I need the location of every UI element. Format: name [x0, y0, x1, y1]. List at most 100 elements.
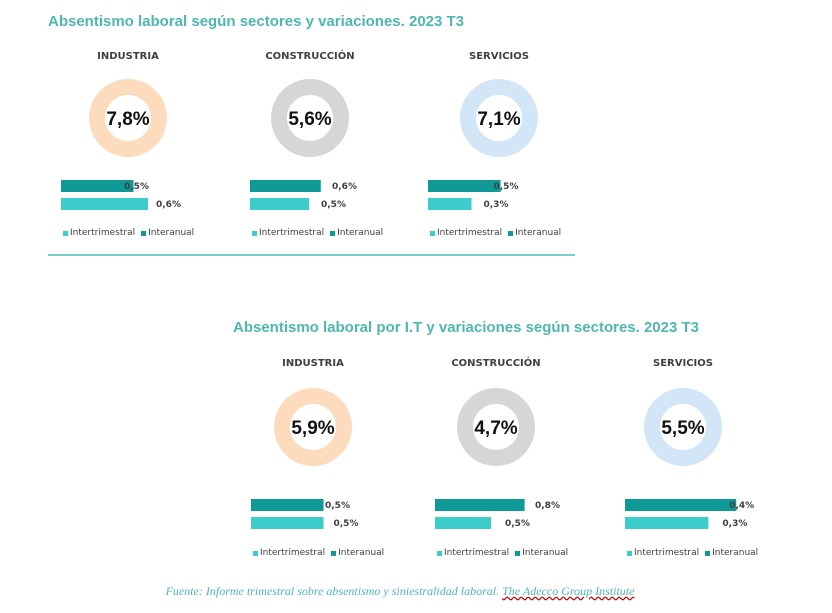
chart-2-industria-bar-interanual — [251, 499, 324, 511]
chart-1-industria-label-intertrimestral: 0,6% — [156, 200, 181, 210]
legend-item-interanual: Interanual — [141, 228, 194, 238]
legend-item-intertrimestral: Intertrimestral — [437, 548, 509, 558]
chart-1-servicios-label-interanual: 0,5% — [494, 182, 519, 192]
chart-1-servicios-bars: 0,5% 0,3% — [428, 180, 519, 210]
chart-2-construccion-bar-intertrimestral — [435, 517, 491, 529]
chart-1-construccion-label-intertrimestral: 0,5% — [321, 200, 346, 210]
chart-2-servicios-donut: 5,5% — [644, 388, 722, 466]
chart-1-servicios-bar-intertrimestral — [428, 198, 472, 210]
source-footer: Fuente: Informe trimestral sobre absenti… — [0, 584, 800, 599]
chart-2-title: Absentismo laboral por I.T y variaciones… — [233, 319, 700, 336]
legend-swatch-intertrimestral — [63, 230, 68, 236]
chart-1-construccion-bar-intertrimestral — [250, 198, 309, 210]
legend-label-intertrimestral: Intertrimestral — [634, 548, 700, 558]
chart-2-servicios-label-intertrimestral: 0,3% — [722, 519, 747, 529]
chart-2-servicios-bar-intertrimestral — [625, 517, 709, 529]
chart-1-servicios-donut: 7,1% — [460, 79, 538, 157]
legend-swatch-intertrimestral — [253, 550, 258, 556]
section-divider — [48, 254, 575, 256]
chart-2-construccion-legend: Intertrimestral Interanual — [437, 548, 568, 558]
legend-item-intertrimestral: Intertrimestral — [63, 228, 135, 238]
chart-2-industria-bar-intertrimestral — [251, 517, 324, 529]
chart-1-industria-bar-interanual — [61, 180, 134, 192]
chart-2-construccion-bar-interanual — [435, 499, 525, 511]
chart-1-industria-bars: 0,5% 0,6% — [61, 180, 181, 210]
legend-swatch-intertrimestral — [252, 230, 257, 236]
legend-item-interanual: Interanual — [331, 548, 384, 558]
chart-1-industria-donut: 7,8% — [89, 79, 167, 157]
chart-1-industria-rate-label: 7,8% — [106, 109, 149, 130]
legend-item-intertrimestral: Intertrimestral — [253, 548, 325, 558]
chart-1-industria-label-interanual: 0,5% — [124, 182, 149, 192]
legend-swatch-interanual — [330, 230, 336, 236]
legend-swatch-intertrimestral — [437, 550, 442, 556]
legend-label-intertrimestral: Intertrimestral — [260, 548, 326, 558]
chart-1-construccion-bars: 0,6% 0,5% — [250, 180, 357, 210]
legend-label-intertrimestral: Intertrimestral — [444, 548, 510, 558]
chart-1-industria-sector-title: INDUSTRIA — [97, 51, 159, 62]
legend-item-intertrimestral: Intertrimestral — [430, 228, 502, 238]
legend-label-intertrimestral: Intertrimestral — [259, 228, 325, 238]
chart-2-industria-donut: 5,9% — [274, 388, 352, 466]
legend-item-intertrimestral: Intertrimestral — [627, 548, 699, 558]
legend-item-interanual: Interanual — [515, 548, 568, 558]
legend-label-interanual: Interanual — [712, 548, 759, 558]
legend-label-intertrimestral: Intertrimestral — [70, 228, 136, 238]
chart-1-construccion-sector-title: CONSTRUCCIÓN — [265, 51, 355, 62]
chart-1-industria-legend: Intertrimestral Interanual — [63, 228, 194, 238]
footer-source-institute: The Adecco Group Institute — [502, 584, 635, 598]
chart-2-servicios-sector-title: SERVICIOS — [653, 358, 713, 369]
legend-swatch-intertrimestral — [430, 230, 435, 236]
legend-swatch-interanual — [141, 230, 147, 236]
chart-2-servicios-label-interanual: 0,4% — [729, 501, 754, 511]
chart-1-construccion-label-interanual: 0,6% — [332, 182, 357, 192]
legend-swatch-interanual — [705, 550, 711, 556]
legend-swatch-intertrimestral — [627, 550, 632, 556]
chart-2-industria-donut-ring — [274, 388, 352, 466]
footer-source-text: Fuente: Informe trimestral sobre absenti… — [165, 584, 503, 598]
chart-2-servicios-bar-interanual — [625, 499, 737, 511]
chart-2-construccion-sector-title: CONSTRUCCIÓN — [451, 358, 541, 369]
chart-2-industria-label-interanual: 0,5% — [325, 501, 350, 511]
chart-1-title: Absentismo laboral según sectores y vari… — [48, 13, 465, 30]
legend-label-interanual: Interanual — [337, 228, 384, 238]
chart-2-construccion-rate-label: 4,7% — [474, 418, 517, 439]
legend-label-interanual: Interanual — [148, 228, 195, 238]
chart-2-servicios-bars: 0,4% 0,3% — [625, 499, 754, 529]
legend-label-interanual: Interanual — [338, 548, 385, 558]
chart-2-construccion-label-interanual: 0,8% — [535, 501, 560, 511]
chart-2-industria-label-intertrimestral: 0,5% — [334, 519, 359, 529]
chart-2-servicios-rate-label: 5,5% — [661, 418, 704, 439]
legend-swatch-interanual — [331, 550, 337, 556]
chart-1-construccion-legend: Intertrimestral Interanual — [252, 228, 383, 238]
chart-1-industria-bar-intertrimestral — [61, 198, 148, 210]
chart-1-construccion-donut: 5,6% — [271, 79, 349, 157]
chart-2-construccion-donut: 4,7% — [457, 388, 535, 466]
chart-2-construccion-label-intertrimestral: 0,5% — [505, 519, 530, 529]
chart-2-construccion-bars: 0,8% 0,5% — [435, 499, 560, 529]
legend-swatch-interanual — [508, 230, 514, 236]
chart-1-construccion-bar-interanual — [250, 180, 321, 192]
legend-label-intertrimestral: Intertrimestral — [437, 228, 503, 238]
chart-2-servicios-donut-ring — [644, 388, 722, 466]
legend-swatch-interanual — [515, 550, 521, 556]
chart-2-industria-legend: Intertrimestral Interanual — [253, 548, 384, 558]
legend-label-interanual: Interanual — [515, 228, 562, 238]
chart-1-industria-donut-ring — [89, 79, 167, 157]
chart-2-servicios-legend: Intertrimestral Interanual — [627, 548, 758, 558]
chart-2-construccion-donut-ring — [457, 388, 535, 466]
chart-1-servicios-bar-interanual — [428, 180, 501, 192]
legend-label-interanual: Interanual — [522, 548, 569, 558]
chart-2-industria-sector-title: INDUSTRIA — [282, 358, 344, 369]
chart-1-servicios-legend: Intertrimestral Interanual — [430, 228, 561, 238]
legend-item-interanual: Interanual — [705, 548, 758, 558]
chart-1-construccion-donut-ring — [271, 79, 349, 157]
legend-item-intertrimestral: Intertrimestral — [252, 228, 324, 238]
legend-item-interanual: Interanual — [508, 228, 561, 238]
chart-2-industria-bars: 0,5% 0,5% — [251, 499, 359, 529]
chart-1-construccion-rate-label: 5,6% — [288, 109, 331, 130]
chart-2-industria-rate-label: 5,9% — [291, 418, 334, 439]
chart-1-servicios-rate-label: 7,1% — [477, 109, 520, 130]
chart-1-servicios-label-intertrimestral: 0,3% — [484, 200, 509, 210]
chart-1-servicios-sector-title: SERVICIOS — [469, 51, 529, 62]
